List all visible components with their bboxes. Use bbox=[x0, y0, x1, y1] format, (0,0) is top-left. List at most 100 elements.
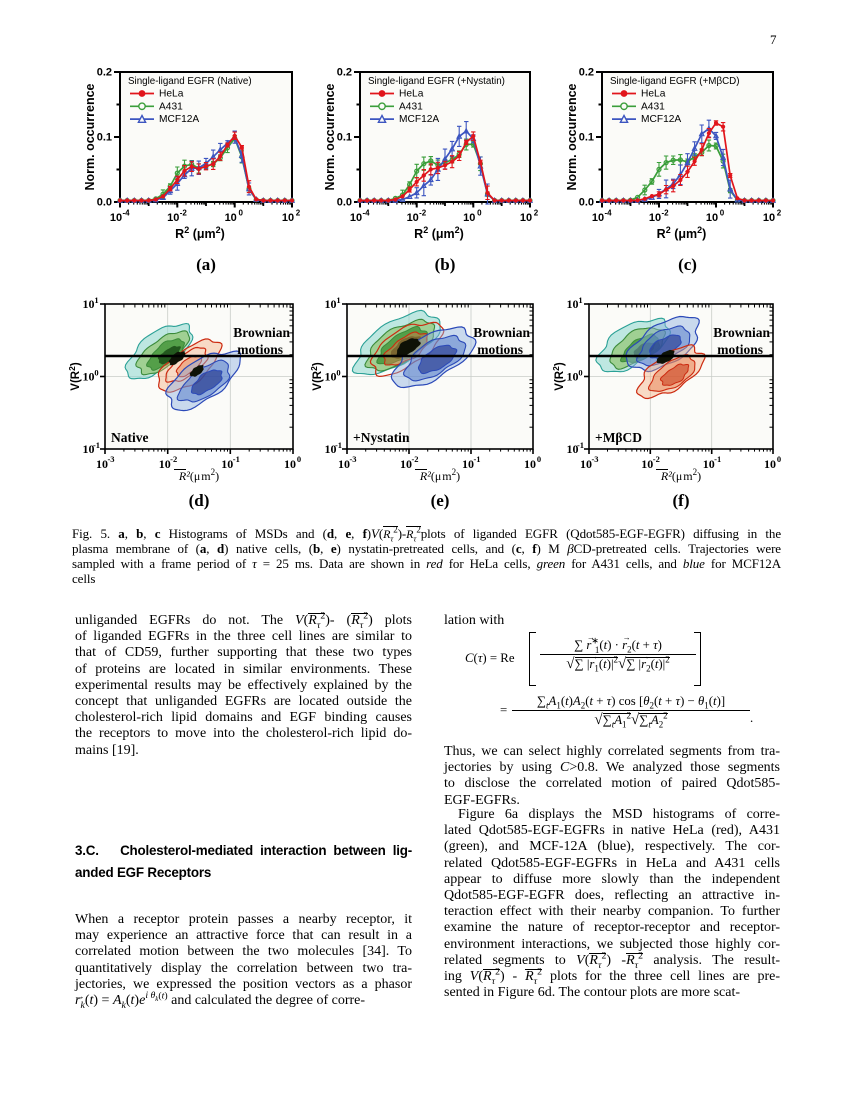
svg-text:Native: Native bbox=[111, 430, 149, 445]
svg-text:A431: A431 bbox=[399, 101, 423, 112]
svg-text:-2: -2 bbox=[661, 209, 669, 218]
svg-text:10: 10 bbox=[83, 370, 95, 384]
svg-text:(a): (a) bbox=[196, 255, 216, 274]
svg-text:0: 0 bbox=[238, 209, 243, 218]
svg-text:HeLa: HeLa bbox=[641, 89, 666, 100]
svg-text:0.2: 0.2 bbox=[579, 67, 594, 79]
svg-text:-2: -2 bbox=[411, 454, 418, 464]
svg-text:R2 (μm2): R2 (μm2) bbox=[414, 225, 464, 241]
svg-text:2: 2 bbox=[296, 209, 301, 218]
svg-text:-2: -2 bbox=[419, 209, 427, 218]
svg-text:10: 10 bbox=[338, 457, 350, 471]
svg-text:MCF12A: MCF12A bbox=[641, 114, 681, 125]
svg-text:10: 10 bbox=[641, 457, 653, 471]
svg-text:R²(μ m2): R²(μ m2) bbox=[419, 467, 460, 483]
svg-text:-2: -2 bbox=[653, 454, 660, 464]
svg-text:-1: -1 bbox=[233, 454, 240, 464]
svg-text:10: 10 bbox=[159, 457, 171, 471]
svg-text:(f): (f) bbox=[673, 491, 690, 510]
svg-text:-1: -1 bbox=[714, 454, 721, 464]
svg-text:10: 10 bbox=[706, 212, 718, 224]
svg-text:-4: -4 bbox=[122, 209, 130, 218]
svg-text:(e): (e) bbox=[431, 491, 450, 510]
svg-text:HeLa: HeLa bbox=[159, 89, 184, 100]
svg-text:+Nystatin: +Nystatin bbox=[353, 430, 410, 445]
svg-text:2: 2 bbox=[534, 209, 539, 218]
svg-text:10: 10 bbox=[400, 457, 412, 471]
svg-text:(d): (d) bbox=[189, 491, 210, 510]
svg-text:0.1: 0.1 bbox=[579, 132, 594, 144]
svg-text:-4: -4 bbox=[604, 209, 612, 218]
svg-text:-3: -3 bbox=[107, 454, 114, 464]
svg-text:0: 0 bbox=[336, 368, 340, 378]
svg-text:0.2: 0.2 bbox=[337, 67, 352, 79]
svg-text:10: 10 bbox=[284, 457, 296, 471]
svg-text:0.1: 0.1 bbox=[337, 132, 352, 144]
svg-text:10: 10 bbox=[350, 212, 362, 224]
svg-text:R2 (μm2): R2 (μm2) bbox=[175, 225, 225, 241]
svg-text:0: 0 bbox=[477, 209, 482, 218]
svg-text:MCF12A: MCF12A bbox=[399, 114, 439, 125]
svg-text:10: 10 bbox=[462, 457, 474, 471]
svg-text:10: 10 bbox=[225, 212, 237, 224]
svg-text:-1: -1 bbox=[577, 440, 584, 450]
svg-text:10: 10 bbox=[567, 442, 579, 456]
svg-text:10: 10 bbox=[567, 370, 579, 384]
svg-text:10: 10 bbox=[649, 212, 661, 224]
svg-text:-3: -3 bbox=[349, 454, 356, 464]
svg-text:0.2: 0.2 bbox=[97, 67, 112, 79]
svg-text:0: 0 bbox=[537, 454, 541, 464]
svg-text:Brownian: Brownian bbox=[473, 325, 530, 340]
svg-text:Norm. occurrence: Norm. occurrence bbox=[323, 83, 337, 190]
svg-text:10: 10 bbox=[83, 442, 95, 456]
svg-text:2: 2 bbox=[777, 209, 782, 218]
svg-text:MCF12A: MCF12A bbox=[159, 114, 199, 125]
svg-text:10: 10 bbox=[83, 297, 95, 311]
svg-text:Single-ligand EGFR (+Nystatin): Single-ligand EGFR (+Nystatin) bbox=[368, 76, 505, 87]
svg-text:10: 10 bbox=[96, 457, 108, 471]
svg-text:10: 10 bbox=[463, 212, 475, 224]
svg-text:+MβCD: +MβCD bbox=[595, 430, 642, 445]
svg-text:A431: A431 bbox=[641, 101, 665, 112]
svg-text:0: 0 bbox=[777, 454, 781, 464]
svg-text:Single-ligand EGFR (+MβCD): Single-ligand EGFR (+MβCD) bbox=[610, 76, 740, 87]
svg-text:10: 10 bbox=[407, 212, 419, 224]
svg-text:R²(μ m2): R²(μ m2) bbox=[178, 467, 219, 483]
svg-text:10: 10 bbox=[763, 212, 775, 224]
svg-text:0.0: 0.0 bbox=[337, 197, 352, 209]
svg-text:(b): (b) bbox=[435, 255, 456, 274]
svg-text:Single-ligand EGFR (Native): Single-ligand EGFR (Native) bbox=[128, 76, 252, 87]
svg-text:R2 (μm2): R2 (μm2) bbox=[657, 225, 707, 241]
svg-text:-3: -3 bbox=[591, 454, 598, 464]
svg-text:10: 10 bbox=[580, 457, 592, 471]
svg-text:-2: -2 bbox=[180, 209, 188, 218]
svg-text:Brownian: Brownian bbox=[233, 325, 290, 340]
svg-text:-1: -1 bbox=[335, 440, 342, 450]
svg-text:V(R2): V(R2) bbox=[67, 362, 82, 391]
svg-text:10: 10 bbox=[325, 442, 337, 456]
svg-text:Brownian: Brownian bbox=[713, 325, 770, 340]
svg-text:V(R2): V(R2) bbox=[551, 362, 566, 391]
svg-text:10: 10 bbox=[110, 212, 122, 224]
svg-text:1: 1 bbox=[578, 295, 582, 305]
svg-text:1: 1 bbox=[94, 295, 98, 305]
svg-text:0: 0 bbox=[94, 368, 98, 378]
svg-text:V(R2): V(R2) bbox=[309, 362, 324, 391]
svg-text:A431: A431 bbox=[159, 101, 183, 112]
svg-text:0.0: 0.0 bbox=[97, 197, 112, 209]
svg-text:10: 10 bbox=[282, 212, 294, 224]
svg-text:1: 1 bbox=[336, 295, 340, 305]
svg-text:motions: motions bbox=[237, 342, 283, 357]
svg-text:10: 10 bbox=[592, 212, 604, 224]
svg-text:10: 10 bbox=[221, 457, 233, 471]
svg-text:10: 10 bbox=[764, 457, 776, 471]
svg-text:-2: -2 bbox=[170, 454, 177, 464]
svg-text:motions: motions bbox=[477, 342, 523, 357]
svg-text:10: 10 bbox=[567, 297, 579, 311]
svg-text:(c): (c) bbox=[678, 255, 697, 274]
svg-text:10: 10 bbox=[520, 212, 532, 224]
svg-text:0.0: 0.0 bbox=[579, 197, 594, 209]
svg-text:10: 10 bbox=[167, 212, 179, 224]
svg-text:0: 0 bbox=[297, 454, 301, 464]
svg-text:0.1: 0.1 bbox=[97, 132, 112, 144]
